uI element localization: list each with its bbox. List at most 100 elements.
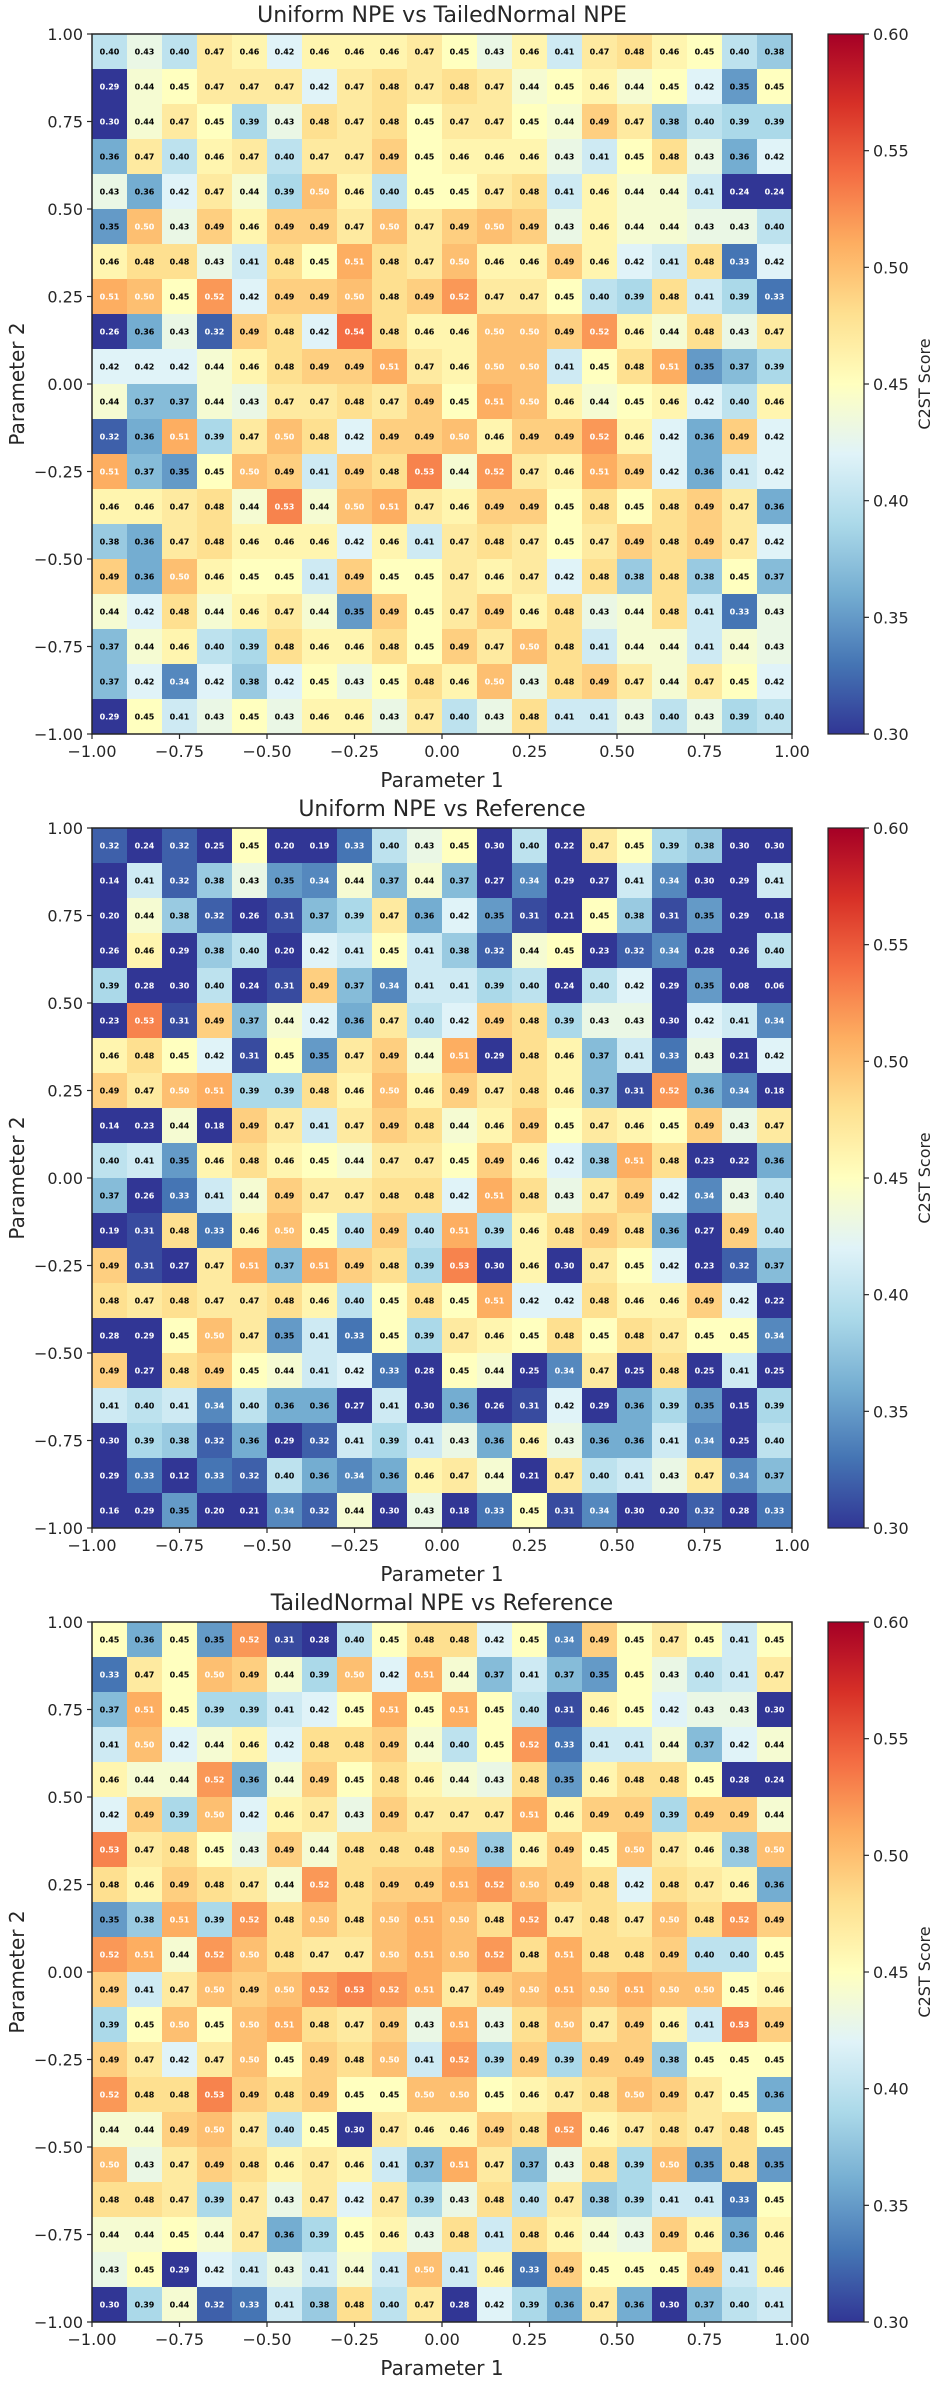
cell-value-label: 0.37 xyxy=(730,363,750,372)
cell-value-label: 0.48 xyxy=(695,258,715,267)
cell-value-label: 0.54 xyxy=(345,328,365,337)
cell-value-label: 0.41 xyxy=(695,2021,715,2030)
cell-value-label: 0.51 xyxy=(485,1297,505,1306)
heatmap-cell xyxy=(687,664,723,700)
heatmap-cell xyxy=(92,1318,128,1354)
heatmap-cell xyxy=(547,209,583,245)
cell-value-label: 0.32 xyxy=(205,1437,225,1446)
cell-value-label: 0.42 xyxy=(555,573,575,582)
colorbar-tick-label: 0.50 xyxy=(873,1846,909,1865)
cell-value-label: 0.48 xyxy=(590,1916,610,1925)
cell-value-label: 0.46 xyxy=(310,538,330,547)
cell-value-label: 0.46 xyxy=(380,538,400,547)
cell-value-label: 0.31 xyxy=(275,1636,295,1645)
heatmap-cell xyxy=(372,629,408,665)
heatmap-cell xyxy=(267,1318,303,1354)
cell-value-label: 0.50 xyxy=(625,1846,645,1855)
cell-value-label: 0.40 xyxy=(695,1951,715,1960)
cell-value-label: 0.45 xyxy=(555,947,575,956)
cell-value-label: 0.48 xyxy=(415,1192,435,1201)
heatmap-cell xyxy=(92,384,128,420)
x-tick-label: 0.50 xyxy=(599,2330,635,2349)
heatmap-cell xyxy=(582,454,618,490)
cell-value-label: 0.52 xyxy=(555,2126,575,2135)
cell-value-label: 0.46 xyxy=(450,363,470,372)
cell-value-label: 0.46 xyxy=(590,258,610,267)
y-tick-label: 1.00 xyxy=(47,819,83,838)
cell-value-label: 0.42 xyxy=(625,258,645,267)
heatmap-cell xyxy=(652,1388,688,1424)
heatmap-cell xyxy=(92,1213,128,1249)
cell-value-label: 0.46 xyxy=(590,1776,610,1785)
heatmap-cell xyxy=(687,349,723,385)
heatmap-cell xyxy=(477,34,513,70)
y-tick-label: −0.50 xyxy=(34,1344,83,1363)
heatmap-cell xyxy=(757,244,793,280)
heatmap-cell xyxy=(197,1143,233,1179)
heatmap-cell xyxy=(372,863,408,899)
heatmap-cell xyxy=(92,314,128,350)
heatmap-cell xyxy=(722,968,758,1004)
heatmap-cell xyxy=(757,1213,793,1249)
cell-value-label: 0.46 xyxy=(205,573,225,582)
cell-value-label: 0.39 xyxy=(660,1811,680,1820)
heatmap-cell xyxy=(582,1213,618,1249)
heatmap-cell xyxy=(407,898,443,934)
heatmap-cell xyxy=(582,1283,618,1319)
x-tick-label: −0.25 xyxy=(330,742,379,761)
cell-value-label: 0.42 xyxy=(205,678,225,687)
cell-value-label: 0.41 xyxy=(100,1741,120,1750)
cell-value-label: 0.51 xyxy=(415,1986,435,1995)
cell-value-label: 0.49 xyxy=(590,118,610,127)
cell-value-label: 0.41 xyxy=(310,573,330,582)
heatmap-cell xyxy=(722,1283,758,1319)
heatmap-cell xyxy=(372,1248,408,1284)
cell-value-label: 0.45 xyxy=(310,258,330,267)
heatmap-cell xyxy=(477,1178,513,1214)
heatmap-cell xyxy=(267,1003,303,1039)
cell-value-label: 0.31 xyxy=(520,1402,540,1411)
heatmap-cell xyxy=(652,209,688,245)
heatmap-cell xyxy=(302,34,338,70)
cell-value-label: 0.51 xyxy=(625,1157,645,1166)
cell-value-label: 0.45 xyxy=(415,1706,435,1715)
heatmap-cell xyxy=(372,1388,408,1424)
heatmap-cell xyxy=(547,174,583,210)
cell-value-label: 0.45 xyxy=(555,293,575,302)
cell-value-label: 0.45 xyxy=(695,1776,715,1785)
heatmap-cell xyxy=(757,1353,793,1389)
cell-value-label: 0.45 xyxy=(380,573,400,582)
heatmap-cell xyxy=(302,174,338,210)
heatmap-cell xyxy=(442,104,478,140)
heatmap-cell xyxy=(617,1318,653,1354)
cell-value-label: 0.48 xyxy=(660,608,680,617)
heatmap-cell xyxy=(617,1213,653,1249)
cell-value-label: 0.37 xyxy=(240,1017,260,1026)
cell-value-label: 0.45 xyxy=(380,1297,400,1306)
cell-value-label: 0.47 xyxy=(695,678,715,687)
heatmap-cell xyxy=(757,1038,793,1074)
heatmap-cell xyxy=(442,69,478,105)
cell-value-label: 0.24 xyxy=(730,188,750,197)
heatmap-cell xyxy=(757,139,793,175)
heatmap-cell xyxy=(477,139,513,175)
cell-value-label: 0.51 xyxy=(100,468,120,477)
heatmap-cell xyxy=(477,489,513,525)
cell-value-label: 0.47 xyxy=(450,1472,470,1481)
heatmap-cell xyxy=(337,898,373,934)
cell-value-label: 0.42 xyxy=(660,1706,680,1715)
heatmap-cell xyxy=(757,898,793,934)
cell-value-label: 0.48 xyxy=(555,1332,575,1341)
heatmap-cell xyxy=(652,524,688,560)
heatmap-cell xyxy=(267,489,303,525)
heatmap-cell xyxy=(267,69,303,105)
cell-value-label: 0.53 xyxy=(730,2021,750,2030)
heatmap-cell xyxy=(162,1388,198,1424)
cell-value-label: 0.32 xyxy=(485,947,505,956)
x-tick-label: −0.25 xyxy=(330,1536,379,1555)
cell-value-label: 0.47 xyxy=(695,2091,715,2100)
cell-value-label: 0.48 xyxy=(170,1227,190,1236)
heatmap-cell xyxy=(267,279,303,315)
heatmap-cell xyxy=(127,594,163,630)
cell-value-label: 0.40 xyxy=(345,1636,365,1645)
